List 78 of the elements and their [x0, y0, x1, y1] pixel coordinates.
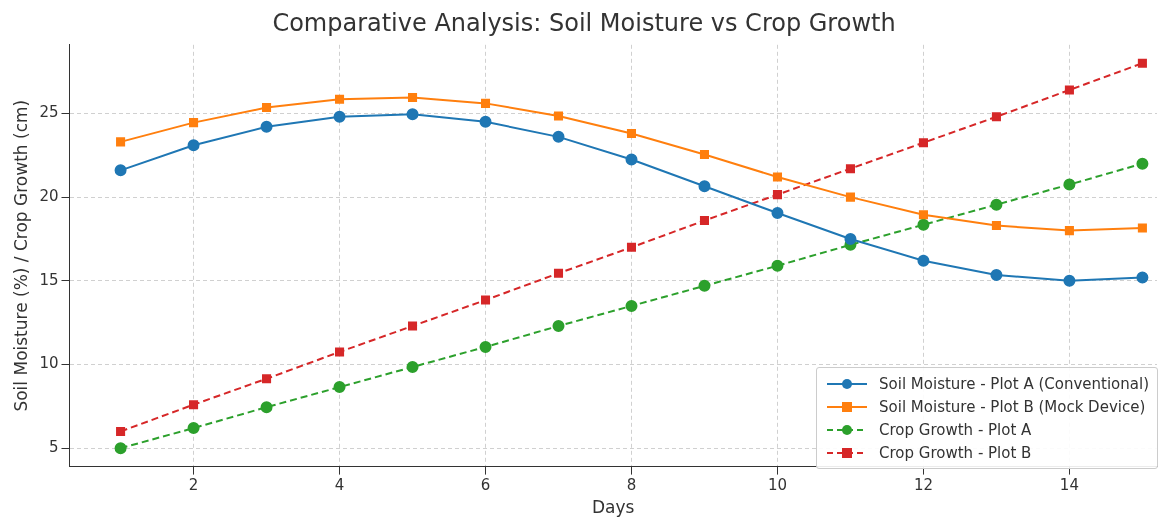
point: [116, 137, 126, 147]
y-tick-label: 5: [48, 438, 59, 457]
point: [406, 108, 419, 121]
point: [1064, 226, 1074, 236]
point: [335, 347, 345, 357]
point: [116, 426, 126, 436]
point: [552, 320, 565, 332]
x-tick-label: 4: [334, 476, 345, 495]
point: [699, 149, 710, 159]
point: [189, 400, 199, 410]
point: [918, 210, 928, 220]
point: [407, 321, 418, 331]
x-axis-title: Days: [592, 497, 635, 518]
point: [991, 112, 1001, 122]
point: [262, 103, 272, 113]
point: [1064, 85, 1074, 95]
point: [698, 180, 711, 193]
point: [626, 242, 637, 252]
point: [771, 207, 784, 220]
point: [845, 192, 855, 202]
point: [187, 422, 200, 435]
point: [626, 128, 637, 139]
point: [625, 153, 638, 166]
point: [625, 299, 638, 312]
legend-label: Crop Growth - Plot A: [879, 420, 1032, 439]
chart-title: Comparative Analysis: Soil Moisture vs Crop Growth: [272, 8, 896, 37]
point: [407, 92, 418, 103]
y-axis-title: Soil Moisture (%) / Crop Growth (cm): [10, 99, 31, 412]
point: [772, 190, 782, 200]
point: [335, 94, 345, 104]
point: [553, 111, 564, 121]
point: [990, 198, 1003, 211]
point: [114, 442, 127, 455]
point: [990, 268, 1003, 281]
x-tick-label: 10: [767, 476, 788, 495]
point: [189, 118, 199, 128]
point: [844, 232, 857, 245]
point: [699, 216, 710, 226]
point: [917, 254, 930, 267]
point: [480, 98, 491, 108]
y-tick-label: 15: [39, 270, 59, 289]
x-tick-label: 8: [626, 476, 637, 495]
point: [262, 374, 272, 384]
x-tick-label: 6: [480, 476, 491, 495]
point: [187, 139, 200, 152]
point: [552, 130, 565, 143]
point: [698, 279, 711, 292]
point: [333, 110, 346, 123]
point: [114, 164, 127, 177]
legend-label: Crop Growth - Plot B: [879, 443, 1032, 462]
point: [406, 361, 419, 374]
y-tick-label: 10: [39, 354, 59, 373]
point: [1136, 271, 1149, 284]
point: [260, 401, 273, 414]
point: [772, 172, 782, 182]
point: [333, 381, 346, 394]
legend-label: Soil Moisture - Plot A (Conventional): [879, 374, 1149, 393]
point: [917, 218, 930, 231]
x-tick-label: 2: [188, 476, 199, 495]
x-tick-label: 14: [1059, 476, 1079, 495]
point: [1137, 58, 1147, 68]
y-tick-label: 20: [39, 187, 59, 206]
point: [480, 295, 491, 305]
y-tick-label: 25: [39, 103, 59, 122]
point: [771, 259, 784, 272]
legend-label: Soil Moisture - Plot B (Mock Device): [879, 397, 1146, 416]
point: [479, 340, 492, 353]
point: [260, 120, 273, 133]
point: [1137, 223, 1147, 233]
point: [918, 138, 928, 148]
point: [1136, 157, 1149, 170]
point: [991, 221, 1001, 231]
point: [845, 164, 855, 174]
point: [553, 268, 564, 278]
point: [479, 115, 492, 128]
point: [1063, 178, 1076, 191]
point: [1063, 274, 1076, 287]
x-tick-label: 12: [913, 476, 933, 495]
